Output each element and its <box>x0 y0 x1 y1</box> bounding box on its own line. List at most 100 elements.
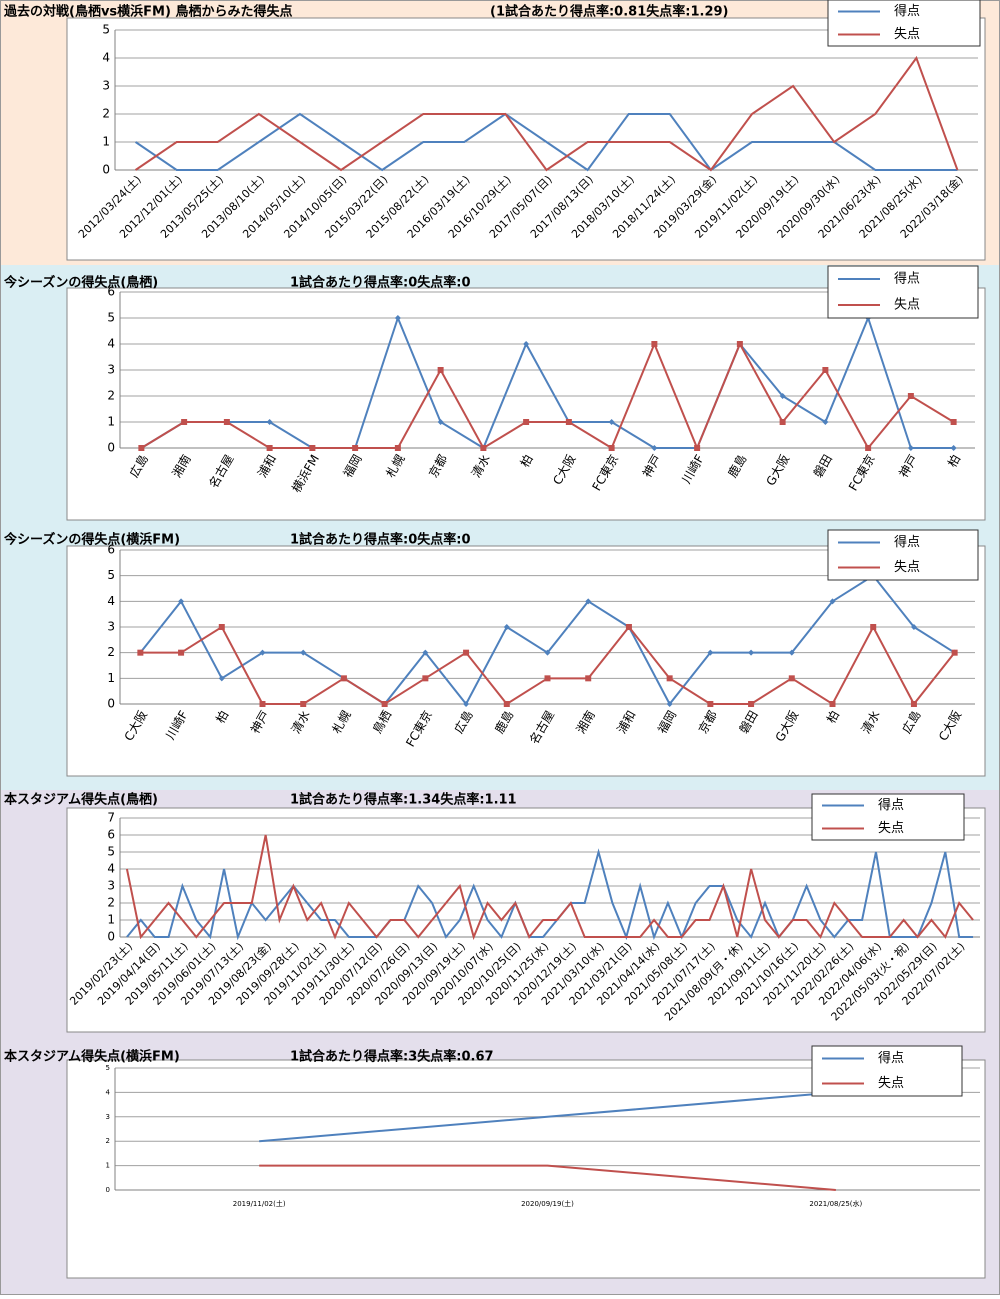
marker <box>138 445 145 451</box>
y-tick-label: 1 <box>107 415 115 429</box>
marker <box>748 649 755 656</box>
marker <box>381 701 388 707</box>
y-tick-label: 4 <box>107 862 115 876</box>
chart-title: 今シーズンの得失点(鳥栖) <box>3 275 158 291</box>
marker <box>181 419 188 425</box>
marker <box>822 419 829 425</box>
y-tick-label: 0 <box>107 697 115 711</box>
marker <box>137 649 144 656</box>
marker <box>870 624 877 630</box>
legend-label: 失点 <box>894 298 920 313</box>
marker <box>259 649 266 656</box>
series-line <box>259 1164 836 1191</box>
legend-box <box>811 1045 963 1097</box>
marker <box>907 393 914 399</box>
chart-subtitle: 1試合あたり得点率:0失点率:0 <box>290 275 471 291</box>
marker <box>822 367 829 373</box>
marker <box>218 624 225 630</box>
marker <box>544 675 551 682</box>
y-tick-label: 0 <box>102 163 110 177</box>
marker <box>352 445 359 451</box>
marker <box>178 598 185 605</box>
chart-title: 本スタジアム得失点(横浜FM) <box>4 1049 180 1065</box>
marker <box>608 419 615 425</box>
y-tick-label: 0 <box>106 1186 110 1194</box>
marker <box>437 367 444 373</box>
legend-label: 失点 <box>894 27 920 42</box>
marker <box>779 419 786 425</box>
marker <box>788 675 795 682</box>
series-line <box>125 834 974 941</box>
marker <box>829 701 836 707</box>
marker <box>950 445 957 451</box>
chart-title: 今シーズンの得失点(横浜FM) <box>3 532 180 548</box>
marker <box>585 598 592 605</box>
y-tick-label: 3 <box>102 79 110 93</box>
y-tick-label: 2 <box>107 389 115 403</box>
x-tick-label: 2019/11/02(土) <box>233 1199 286 1208</box>
marker <box>422 649 429 656</box>
marker <box>259 701 266 707</box>
marker <box>544 649 551 656</box>
marker <box>523 419 530 425</box>
legend-label: 失点 <box>894 560 920 575</box>
y-tick-label: 2 <box>107 645 115 659</box>
y-tick-label: 2 <box>106 1137 110 1145</box>
marker <box>394 445 401 451</box>
marker <box>707 701 714 707</box>
marker <box>463 649 470 656</box>
marker <box>736 341 743 347</box>
marker <box>422 675 429 682</box>
legend-box <box>827 0 981 47</box>
y-tick-label: 1 <box>107 913 115 927</box>
series-line <box>134 55 959 172</box>
series-line <box>259 1091 836 1143</box>
legend-box <box>811 793 965 841</box>
marker <box>707 649 714 656</box>
y-tick-label: 3 <box>106 1113 110 1121</box>
y-tick-label: 5 <box>107 568 115 582</box>
marker <box>651 341 658 347</box>
marker <box>266 445 273 451</box>
marker <box>463 701 470 707</box>
marker <box>666 701 673 707</box>
series-line <box>134 112 958 172</box>
marker <box>523 341 530 347</box>
marker <box>951 649 958 656</box>
series-line <box>140 315 954 450</box>
y-tick-label: 1 <box>102 135 110 149</box>
legend-label: 失点 <box>878 1076 904 1091</box>
marker <box>340 675 347 682</box>
marker <box>218 675 225 682</box>
marker <box>666 675 673 682</box>
series-line <box>126 848 974 941</box>
y-tick-label: 5 <box>107 311 115 325</box>
y-tick-label: 3 <box>107 620 115 634</box>
chart-title: 過去の対戦(鳥栖vs横浜FM) 鳥栖からみた得失点 <box>3 4 292 20</box>
legend-label: 得点 <box>894 534 920 550</box>
y-tick-label: 6 <box>107 828 115 842</box>
legend-label: 得点 <box>894 3 920 19</box>
x-tick-label: 2021/08/25(水) <box>809 1199 862 1208</box>
marker <box>779 393 786 399</box>
marker <box>748 701 755 707</box>
marker <box>178 649 185 656</box>
chart-panel <box>66 17 986 261</box>
y-tick-label: 4 <box>107 594 115 608</box>
chart-subtitle: 1試合あたり得点率:3失点率:0.67 <box>290 1049 494 1065</box>
y-tick-label: 3 <box>107 363 115 377</box>
marker <box>694 445 701 451</box>
marker <box>651 445 658 451</box>
marker <box>503 701 510 707</box>
marker <box>608 445 615 451</box>
chart-subtitle: 1試合あたり得点率:0失点率:0 <box>290 532 471 548</box>
y-tick-label: 0 <box>107 930 115 944</box>
y-tick-label: 5 <box>102 23 110 37</box>
x-tick-label: 2020/09/19(土) <box>521 1199 574 1208</box>
marker <box>223 419 230 425</box>
chart-title: 本スタジアム得失点(鳥栖) <box>4 792 158 808</box>
series-line <box>140 341 955 451</box>
y-tick-label: 4 <box>107 337 115 351</box>
